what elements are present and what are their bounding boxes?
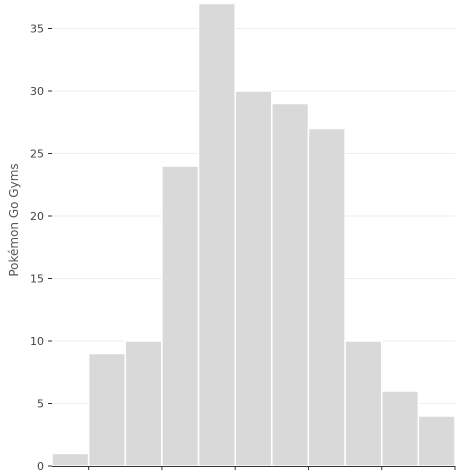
bar-2 bbox=[124, 340, 163, 467]
bar-4 bbox=[197, 2, 236, 467]
bar-5 bbox=[234, 90, 273, 467]
axes bbox=[48, 28, 456, 470]
x-tick-label-400: 400 bbox=[225, 472, 246, 474]
y-axis-title: Pokémon Go Gyms bbox=[7, 163, 21, 276]
bars bbox=[51, 2, 456, 467]
x-tick-label-500: 500 bbox=[298, 472, 319, 474]
y-tick-label-30: 30 bbox=[30, 85, 44, 98]
bar-9 bbox=[380, 390, 420, 467]
y-tick-label-20: 20 bbox=[30, 210, 44, 223]
y-tick-label-25: 25 bbox=[30, 148, 44, 161]
x-tick-label-300: 300 bbox=[151, 472, 172, 474]
y-tick-label-0: 0 bbox=[37, 460, 44, 473]
bar-10 bbox=[417, 415, 456, 467]
y-tick-label-5: 5 bbox=[37, 398, 44, 411]
bar-7 bbox=[307, 127, 346, 467]
y-tick-label-15: 15 bbox=[30, 273, 44, 286]
y-tick-label-10: 10 bbox=[30, 335, 44, 348]
bar-6 bbox=[271, 102, 310, 467]
bar-3 bbox=[161, 165, 200, 467]
y-tick-label-35: 35 bbox=[30, 23, 44, 36]
x-tick-label-700: 700 bbox=[445, 472, 466, 474]
y-tick-labels: 0 5 10 15 20 25 30 35 bbox=[30, 23, 44, 474]
x-tick-label-600: 600 bbox=[371, 472, 392, 474]
bar-1 bbox=[87, 352, 127, 467]
bar-8 bbox=[344, 340, 383, 467]
x-tick-labels: 200 300 400 500 600 700 bbox=[78, 472, 465, 474]
bar-0 bbox=[51, 452, 90, 467]
x-tick-label-200: 200 bbox=[78, 472, 99, 474]
